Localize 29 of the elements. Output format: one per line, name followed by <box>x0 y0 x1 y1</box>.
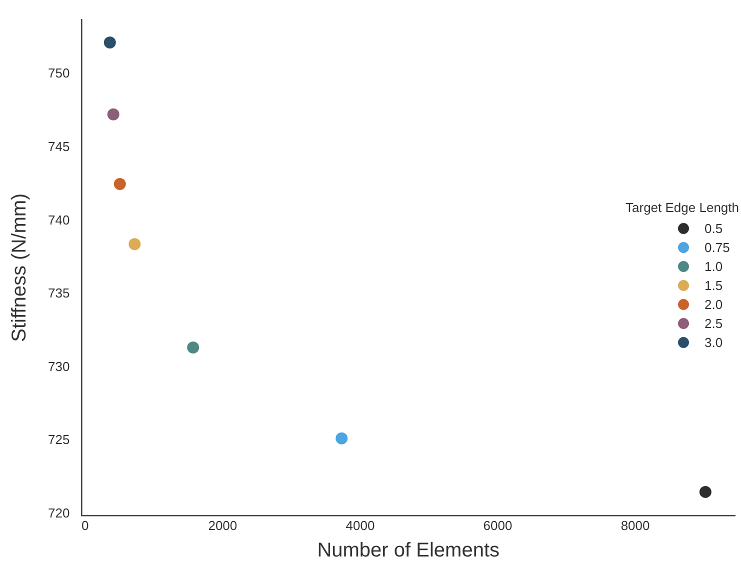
legend-label: 0.75 <box>704 240 730 255</box>
x-tick-label: 6000 <box>483 518 512 533</box>
legend-label: 1.5 <box>704 278 723 293</box>
point <box>104 36 116 49</box>
point <box>699 486 712 498</box>
point <box>128 238 141 250</box>
y-tick-label: 740 <box>48 212 70 228</box>
y-tick-label: 720 <box>48 506 70 521</box>
y-tick-label: 725 <box>48 432 70 448</box>
x-tick-label: 2000 <box>208 518 238 533</box>
point <box>187 342 200 354</box>
point <box>107 108 120 120</box>
x-tick-label: 8000 <box>620 518 650 533</box>
y-axis-title: Stiffness (N/mm) <box>8 193 31 342</box>
legend-label: 0.5 <box>704 221 723 236</box>
x-axis-title: Number of Elements <box>317 540 500 562</box>
legend-label: 2.5 <box>704 316 723 331</box>
legend-title: Target Edge Length <box>626 200 739 215</box>
y-tick-label: 745 <box>48 138 70 154</box>
x-tick-label: 0 <box>82 518 89 533</box>
x-tick-label: 4000 <box>346 518 375 533</box>
legend-label: 2.0 <box>704 297 723 312</box>
legend-label: 3.0 <box>704 335 723 350</box>
point <box>114 178 126 190</box>
y-tick-label: 730 <box>48 358 70 374</box>
point <box>336 432 348 444</box>
y-tick-label: 735 <box>48 286 70 301</box>
y-tick-label: 750 <box>48 66 70 81</box>
legend-label: 1.0 <box>704 259 723 274</box>
